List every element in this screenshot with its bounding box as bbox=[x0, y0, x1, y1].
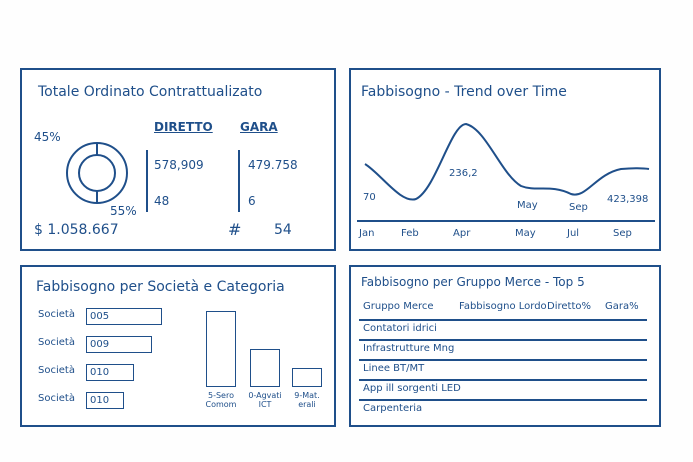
societa-label-2: Società bbox=[38, 337, 75, 348]
col-gruppo-merce: Gruppo Merce bbox=[363, 301, 434, 312]
col-diretto-pct: Diretto% bbox=[547, 301, 591, 312]
total-amount: $ 1.058.667 bbox=[34, 222, 119, 238]
x-tick-apr: Apr bbox=[453, 228, 471, 239]
diretto-divider bbox=[146, 150, 148, 212]
x-tick-jan: Jan bbox=[359, 228, 375, 239]
table-row-3[interactable]: Linee BT/MT bbox=[363, 363, 425, 374]
table-divider bbox=[359, 359, 647, 361]
table-row-5[interactable]: Carpenteria bbox=[363, 403, 423, 414]
trend-label-may: May bbox=[517, 200, 538, 211]
trend-line bbox=[364, 122, 650, 201]
table-row-4[interactable]: App ill sorgenti LED bbox=[363, 383, 461, 394]
pct-top-label: 45% bbox=[34, 130, 61, 144]
diretto-header: DIRETTO bbox=[154, 120, 213, 134]
societa-label-3: Società bbox=[38, 365, 75, 376]
table-divider bbox=[359, 319, 647, 321]
count-symbol: # bbox=[228, 220, 242, 239]
societa-title: Fabbisogno per Società e Categoria bbox=[36, 279, 285, 295]
table-divider bbox=[359, 379, 647, 381]
societa-label-1: Società bbox=[38, 309, 75, 320]
category-bar-1[interactable] bbox=[206, 311, 236, 387]
x-tick-feb: Feb bbox=[401, 228, 419, 239]
table-divider bbox=[359, 339, 647, 341]
category-bar-3[interactable] bbox=[292, 368, 322, 387]
x-tick-sep: Sep bbox=[613, 228, 632, 239]
donut-chart[interactable] bbox=[64, 140, 130, 206]
pct-bottom-label: 55% bbox=[110, 204, 137, 218]
societa-field-3[interactable]: 010 bbox=[86, 364, 134, 381]
category-label-2: 0-Agvati ICT bbox=[248, 391, 282, 409]
societa-field-1[interactable]: 005 bbox=[86, 308, 162, 325]
diretto-count: 48 bbox=[154, 194, 170, 208]
diretto-value: 578,909 bbox=[154, 158, 204, 172]
gruppo-title: Fabbisogno per Gruppo Merce - Top 5 bbox=[361, 275, 585, 289]
trend-title: Fabbisogno - Trend over Time bbox=[361, 84, 567, 100]
trend-line-chart[interactable] bbox=[361, 114, 651, 214]
trend-label-start: 70 bbox=[363, 192, 376, 203]
societa-label-4: Società bbox=[38, 393, 75, 404]
col-fabbisogno-lordo: Fabbisogno Lordo bbox=[459, 301, 547, 312]
category-label-1: 5-Sero Comom bbox=[205, 391, 237, 409]
trend-x-axis bbox=[357, 220, 655, 222]
x-tick-jul: Jul bbox=[567, 228, 580, 239]
col-gara-pct: Gara% bbox=[605, 301, 639, 312]
table-row-2[interactable]: Infrastrutture Mng bbox=[363, 343, 455, 354]
societa-panel: Fabbisogno per Società e Categoria Socie… bbox=[20, 265, 336, 427]
category-label-3: 9-Mat. erali bbox=[294, 391, 320, 409]
trend-label-end: 423,398 bbox=[607, 194, 649, 205]
category-bar-2[interactable] bbox=[250, 349, 280, 387]
count-value: 54 bbox=[274, 222, 292, 238]
gara-header: GARA bbox=[240, 120, 278, 134]
trend-panel: Fabbisogno - Trend over Time 70 236,2 Ma… bbox=[349, 68, 661, 251]
trend-label-sep: Sep bbox=[569, 202, 588, 213]
gara-value: 479.758 bbox=[248, 158, 298, 172]
societa-field-2[interactable]: 009 bbox=[86, 336, 152, 353]
ordinato-panel: Totale Ordinato Contrattualizato 45% 55%… bbox=[20, 68, 336, 251]
trend-label-peak: 236,2 bbox=[449, 168, 478, 179]
x-tick-may: May bbox=[515, 228, 536, 239]
gruppo-panel: Fabbisogno per Gruppo Merce - Top 5 Grup… bbox=[349, 265, 661, 427]
ordinato-title: Totale Ordinato Contrattualizato bbox=[38, 84, 263, 100]
table-divider bbox=[359, 399, 647, 401]
gara-count: 6 bbox=[248, 194, 256, 208]
table-row-1[interactable]: Contatori idrici bbox=[363, 323, 437, 334]
societa-field-4[interactable]: 010 bbox=[86, 392, 124, 409]
gara-divider bbox=[238, 150, 240, 212]
